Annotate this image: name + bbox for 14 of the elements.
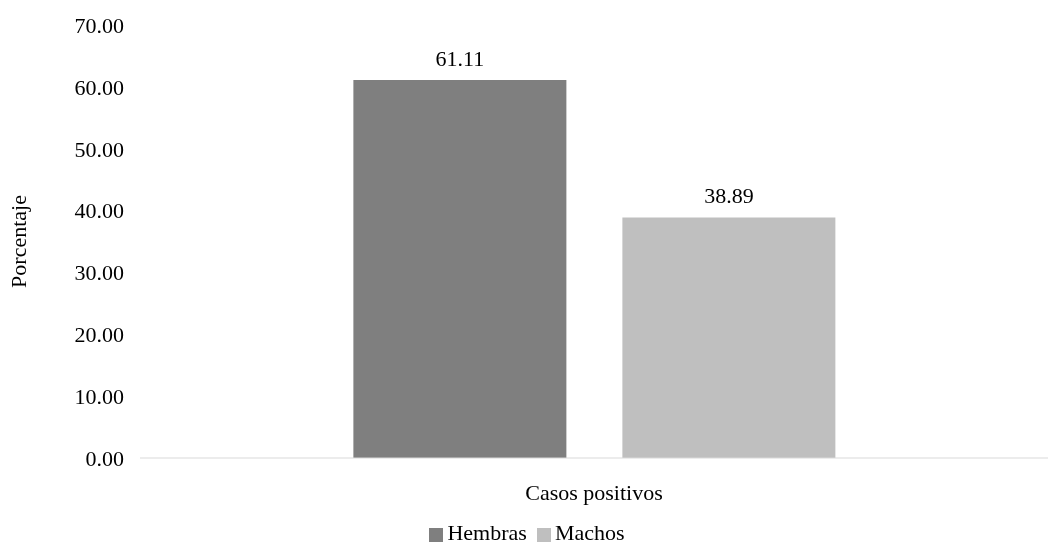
legend-label: Hembras <box>447 520 527 545</box>
y-tick-label: 60.00 <box>74 74 124 100</box>
y-tick-label: 40.00 <box>74 198 124 224</box>
y-axis-title: Porcentaje <box>5 195 31 288</box>
y-tick-label: 10.00 <box>74 383 124 409</box>
y-tick-label: 0.00 <box>85 445 124 471</box>
data-label: 61.11 <box>435 45 485 71</box>
x-tick-label: Casos positivos <box>525 479 663 505</box>
y-tick-label: 50.00 <box>74 136 124 162</box>
y-tick-label: 30.00 <box>74 260 124 286</box>
y-tick-label: 20.00 <box>74 322 124 348</box>
data-label: 38.89 <box>704 183 754 209</box>
legend-label: Machos <box>554 520 625 545</box>
y-tick-label: 70.00 <box>74 12 124 38</box>
